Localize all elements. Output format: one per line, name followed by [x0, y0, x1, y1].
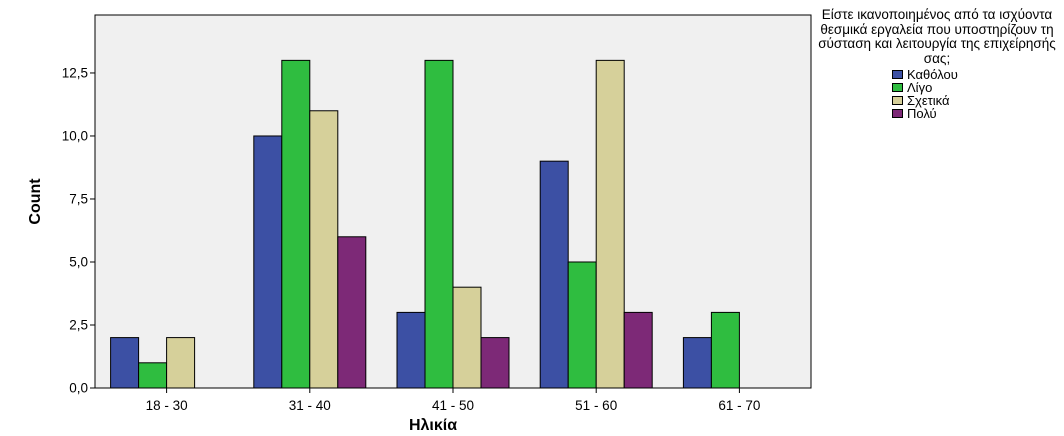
legend-item: Λίγο — [892, 80, 1062, 96]
legend-label: Σχετικά — [907, 93, 950, 109]
bar — [396, 311, 426, 389]
bar — [595, 59, 625, 389]
y-tick-label: 2,5 — [69, 317, 88, 332]
legend-swatch — [892, 70, 903, 80]
bar — [253, 135, 283, 389]
bar — [480, 337, 510, 389]
bar — [166, 337, 196, 389]
legend-title: Είστε ικανοποιημένος από τα ισχύοντα θεσ… — [818, 7, 1056, 66]
bar — [138, 362, 168, 389]
bar — [337, 236, 367, 389]
bar — [452, 286, 482, 389]
legend-item: Καθόλου — [892, 67, 1062, 83]
bar — [682, 337, 712, 389]
legend-items: Καθόλου Λίγο Σχετικά Πολύ — [892, 67, 1062, 122]
bar — [110, 337, 140, 389]
x-tick-label: 18 - 30 — [146, 398, 188, 413]
y-axis: 0,0 2,5 5,0 7,5 10,0 12,5 — [62, 65, 95, 396]
legend-swatch — [892, 96, 903, 106]
legend-label: Λίγο — [907, 80, 933, 96]
y-axis-label: Count — [27, 178, 44, 225]
bar — [567, 261, 597, 389]
bar — [281, 59, 311, 389]
bars-group — [110, 59, 740, 389]
x-tick-label: 41 - 50 — [432, 398, 474, 413]
y-tick-label: 12,5 — [62, 65, 88, 80]
legend-swatch — [892, 83, 903, 93]
y-tick-label: 5,0 — [69, 254, 88, 269]
bar — [309, 110, 339, 389]
legend-label: Πολύ — [907, 106, 937, 122]
y-tick-label: 10,0 — [62, 128, 88, 143]
legend-swatch — [892, 109, 903, 119]
bar — [623, 311, 653, 389]
x-axis: 18 - 30 31 - 40 41 - 50 51 - 60 61 - 70 — [146, 388, 760, 413]
y-tick-label: 0,0 — [69, 381, 88, 396]
x-tick-label: 31 - 40 — [289, 398, 331, 413]
legend-item: Σχετικά — [892, 93, 1062, 109]
x-tick-label: 61 - 70 — [718, 398, 760, 413]
x-tick-label: 51 - 60 — [575, 398, 617, 413]
legend: Είστε ικανοποιημένος από τα ισχύοντα θεσ… — [812, 7, 1062, 122]
bar — [424, 59, 454, 389]
bar — [539, 160, 569, 389]
bar — [710, 311, 740, 389]
y-tick-label: 7,5 — [69, 191, 88, 206]
x-axis-label: Ηλικία — [409, 417, 457, 434]
legend-label: Καθόλου — [907, 67, 958, 83]
legend-item: Πολύ — [892, 106, 1062, 122]
